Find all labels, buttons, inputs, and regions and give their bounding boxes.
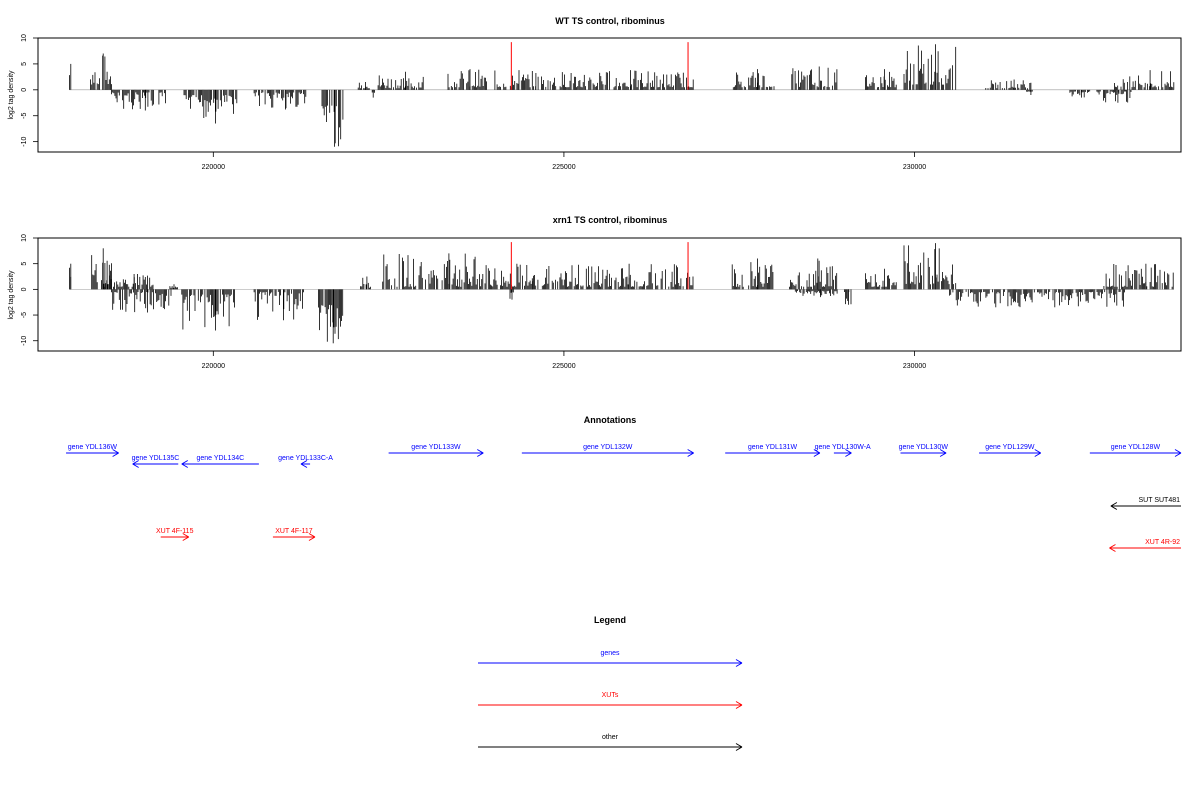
annotation-label: gene YDL130W <box>899 444 949 451</box>
arrowhead <box>813 449 821 454</box>
panel-title: WT TS control, ribominus <box>555 16 665 26</box>
legend-title: Legend <box>594 615 626 625</box>
arrowhead <box>1109 547 1116 552</box>
red-markers <box>510 42 689 90</box>
x-tick-label: 220000 <box>202 363 225 370</box>
y-tick-label: 0 <box>21 287 28 291</box>
arrowhead <box>687 452 694 457</box>
panel-wt: WT TS control, ribominus log2 tag densit… <box>8 16 1182 171</box>
arrowhead <box>112 449 119 454</box>
arrowhead <box>308 533 316 538</box>
annotation-label: gene YDL130W-A <box>815 444 871 451</box>
arrowhead <box>112 452 119 457</box>
y-tick-label: 5 <box>21 62 28 66</box>
y-tick-label: -10 <box>21 136 28 146</box>
arrowhead <box>1034 449 1042 454</box>
arrowhead <box>182 533 190 538</box>
x-tick-label: 225000 <box>552 164 575 171</box>
annotation-label: gene YDL135C <box>132 455 180 462</box>
arrowhead <box>1034 452 1042 457</box>
annotation-label: gene YDL131W <box>748 444 798 451</box>
arrowhead <box>735 743 743 748</box>
arrowhead <box>477 449 484 454</box>
arrowhead <box>1174 449 1182 454</box>
x-tick-label: 230000 <box>903 164 926 171</box>
arrowhead <box>300 460 308 465</box>
annotation-label: gene YDL134C <box>196 455 244 462</box>
annotation-label: XUT 4F-117 <box>275 528 313 535</box>
arrowhead <box>181 460 189 465</box>
arrowhead <box>132 460 139 465</box>
annotation-label: gene YDL129W <box>985 444 1035 451</box>
annotation-label: gene YDL136W <box>68 444 118 451</box>
x-tick-label: 230000 <box>903 363 926 370</box>
arrowhead <box>308 536 316 541</box>
arrowhead <box>181 463 189 468</box>
arrowhead <box>687 449 694 454</box>
arrowhead <box>1109 544 1116 549</box>
red-markers <box>510 242 689 290</box>
y-axis: 10 5 0 -5 -10 <box>21 234 39 346</box>
arrowhead <box>735 704 743 709</box>
legend: genes XUTs other <box>478 650 743 751</box>
annotation-label: gene YDL133W <box>411 444 461 451</box>
density-bars <box>69 44 1175 147</box>
arrowhead <box>735 662 743 667</box>
annotation-label: gene YDL128W <box>1111 444 1161 451</box>
legend-label: XUTs <box>602 692 619 699</box>
y-axis-label: log2 tag density <box>8 270 15 320</box>
density-bars <box>69 243 1174 344</box>
y-tick-label: -5 <box>21 312 28 318</box>
legend-label: other <box>602 734 619 741</box>
panel-title: xrn1 TS control, ribominus <box>553 215 668 225</box>
arrowhead <box>939 449 947 454</box>
y-tick-label: -10 <box>21 336 28 346</box>
legend-label: genes <box>600 650 620 657</box>
x-axis: 220000 225000 230000 <box>202 152 926 171</box>
arrowhead <box>1110 502 1118 507</box>
y-tick-label: -5 <box>21 113 28 119</box>
arrowhead <box>132 463 139 468</box>
x-tick-label: 220000 <box>202 164 225 171</box>
annotation-label: XUT 4F-115 <box>156 528 194 535</box>
x-axis: 220000 225000 230000 <box>202 351 926 370</box>
panel-xrn1: xrn1 TS control, ribominus log2 tag dens… <box>8 215 1182 370</box>
y-tick-label: 10 <box>21 234 28 242</box>
arrowhead <box>182 536 190 541</box>
arrowhead <box>939 452 947 457</box>
x-tick-label: 225000 <box>552 363 575 370</box>
annotation-label: XUT 4R-92 <box>1145 539 1180 546</box>
y-tick-label: 10 <box>21 34 28 42</box>
arrowhead <box>477 452 484 457</box>
annotation-label: SUT SUT481 <box>1139 497 1181 504</box>
y-axis: 10 5 0 -5 -10 <box>21 34 39 147</box>
arrowhead <box>1110 505 1118 510</box>
arrowhead <box>735 701 743 706</box>
annotations-title: Annotations <box>584 415 637 425</box>
annotation-label: gene YDL133C-A <box>278 455 333 462</box>
arrowhead <box>1174 452 1182 457</box>
y-tick-label: 0 <box>21 88 28 92</box>
y-tick-label: 5 <box>21 262 28 266</box>
annotation-track: gene YDL136W gene YDL135C gene YDL134C gene… <box>66 444 1182 552</box>
arrowhead <box>300 463 308 468</box>
arrowhead <box>845 452 852 457</box>
arrowhead <box>735 659 743 664</box>
y-axis-label: log2 tag density <box>8 70 15 120</box>
arrowhead <box>813 452 821 457</box>
arrowhead <box>735 746 743 751</box>
arrowhead <box>845 449 852 454</box>
annotation-label: gene YDL132W <box>583 444 633 451</box>
